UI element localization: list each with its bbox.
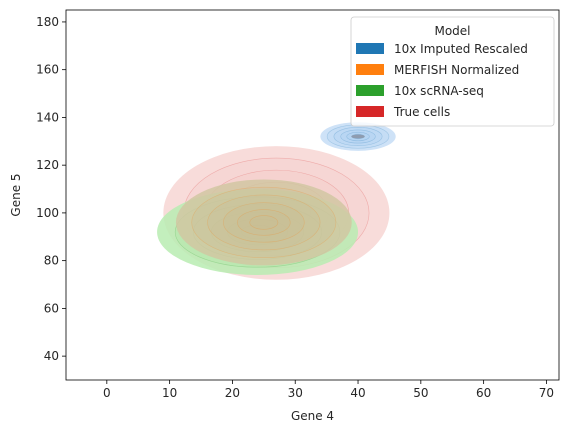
x-axis-ticks: 0 10 20 30 40 50 60 70: [103, 380, 554, 400]
legend-entries: 10x Imputed Rescaled MERFISH Normalized 10…: [356, 42, 528, 119]
legend-entry-label: 10x Imputed Rescaled: [394, 42, 528, 56]
legend-entry-label: True cells: [393, 105, 450, 119]
y-tick-label: 160: [36, 63, 59, 77]
density-10x-imputed-rescaled: [320, 122, 396, 151]
density-contour: [237, 209, 291, 236]
legend-swatch: [356, 64, 384, 75]
legend-swatch: [356, 106, 384, 117]
legend-box: [350, 16, 555, 127]
density-merfish-normalized: [175, 179, 352, 266]
y-tick-label: 40: [44, 349, 59, 363]
density-peak: [351, 134, 365, 139]
x-tick-label: 20: [225, 386, 240, 400]
legend-entry-label: MERFISH Normalized: [394, 63, 519, 77]
x-tick-label: 70: [539, 386, 554, 400]
y-tick-label: 60: [44, 301, 59, 315]
x-tick-label: 0: [103, 386, 111, 400]
y-axis-label: Gene 5: [9, 173, 23, 216]
y-tick-label: 140: [36, 110, 59, 124]
y-tick-label: 120: [36, 158, 59, 172]
legend: Model 10x Imputed Rescaled MERFISH Normal…: [350, 16, 555, 127]
plot-area: [157, 122, 396, 280]
density-contour: [207, 194, 321, 251]
x-tick-label: 30: [288, 386, 303, 400]
x-axis-label: Gene 4: [291, 409, 334, 423]
x-tick-label: 60: [476, 386, 491, 400]
legend-swatch: [356, 85, 384, 96]
y-tick-label: 80: [44, 254, 59, 268]
density-contour: [223, 202, 305, 243]
x-tick-label: 40: [350, 386, 365, 400]
density-contour: [249, 215, 279, 230]
y-tick-label: 100: [36, 206, 59, 220]
axes-frame: [65, 9, 560, 381]
x-tick-label: 50: [413, 386, 428, 400]
density-contour: [191, 186, 337, 258]
y-tick-label: 180: [36, 15, 59, 29]
legend-entry-label: 10x scRNA-seq: [394, 84, 484, 98]
density-contour: [175, 179, 352, 266]
legend-title: Model: [434, 24, 470, 38]
y-axis-ticks: 40 60 80 100 120 140 160 180: [36, 15, 66, 363]
x-tick-label: 10: [162, 386, 177, 400]
legend-swatch: [356, 43, 384, 54]
